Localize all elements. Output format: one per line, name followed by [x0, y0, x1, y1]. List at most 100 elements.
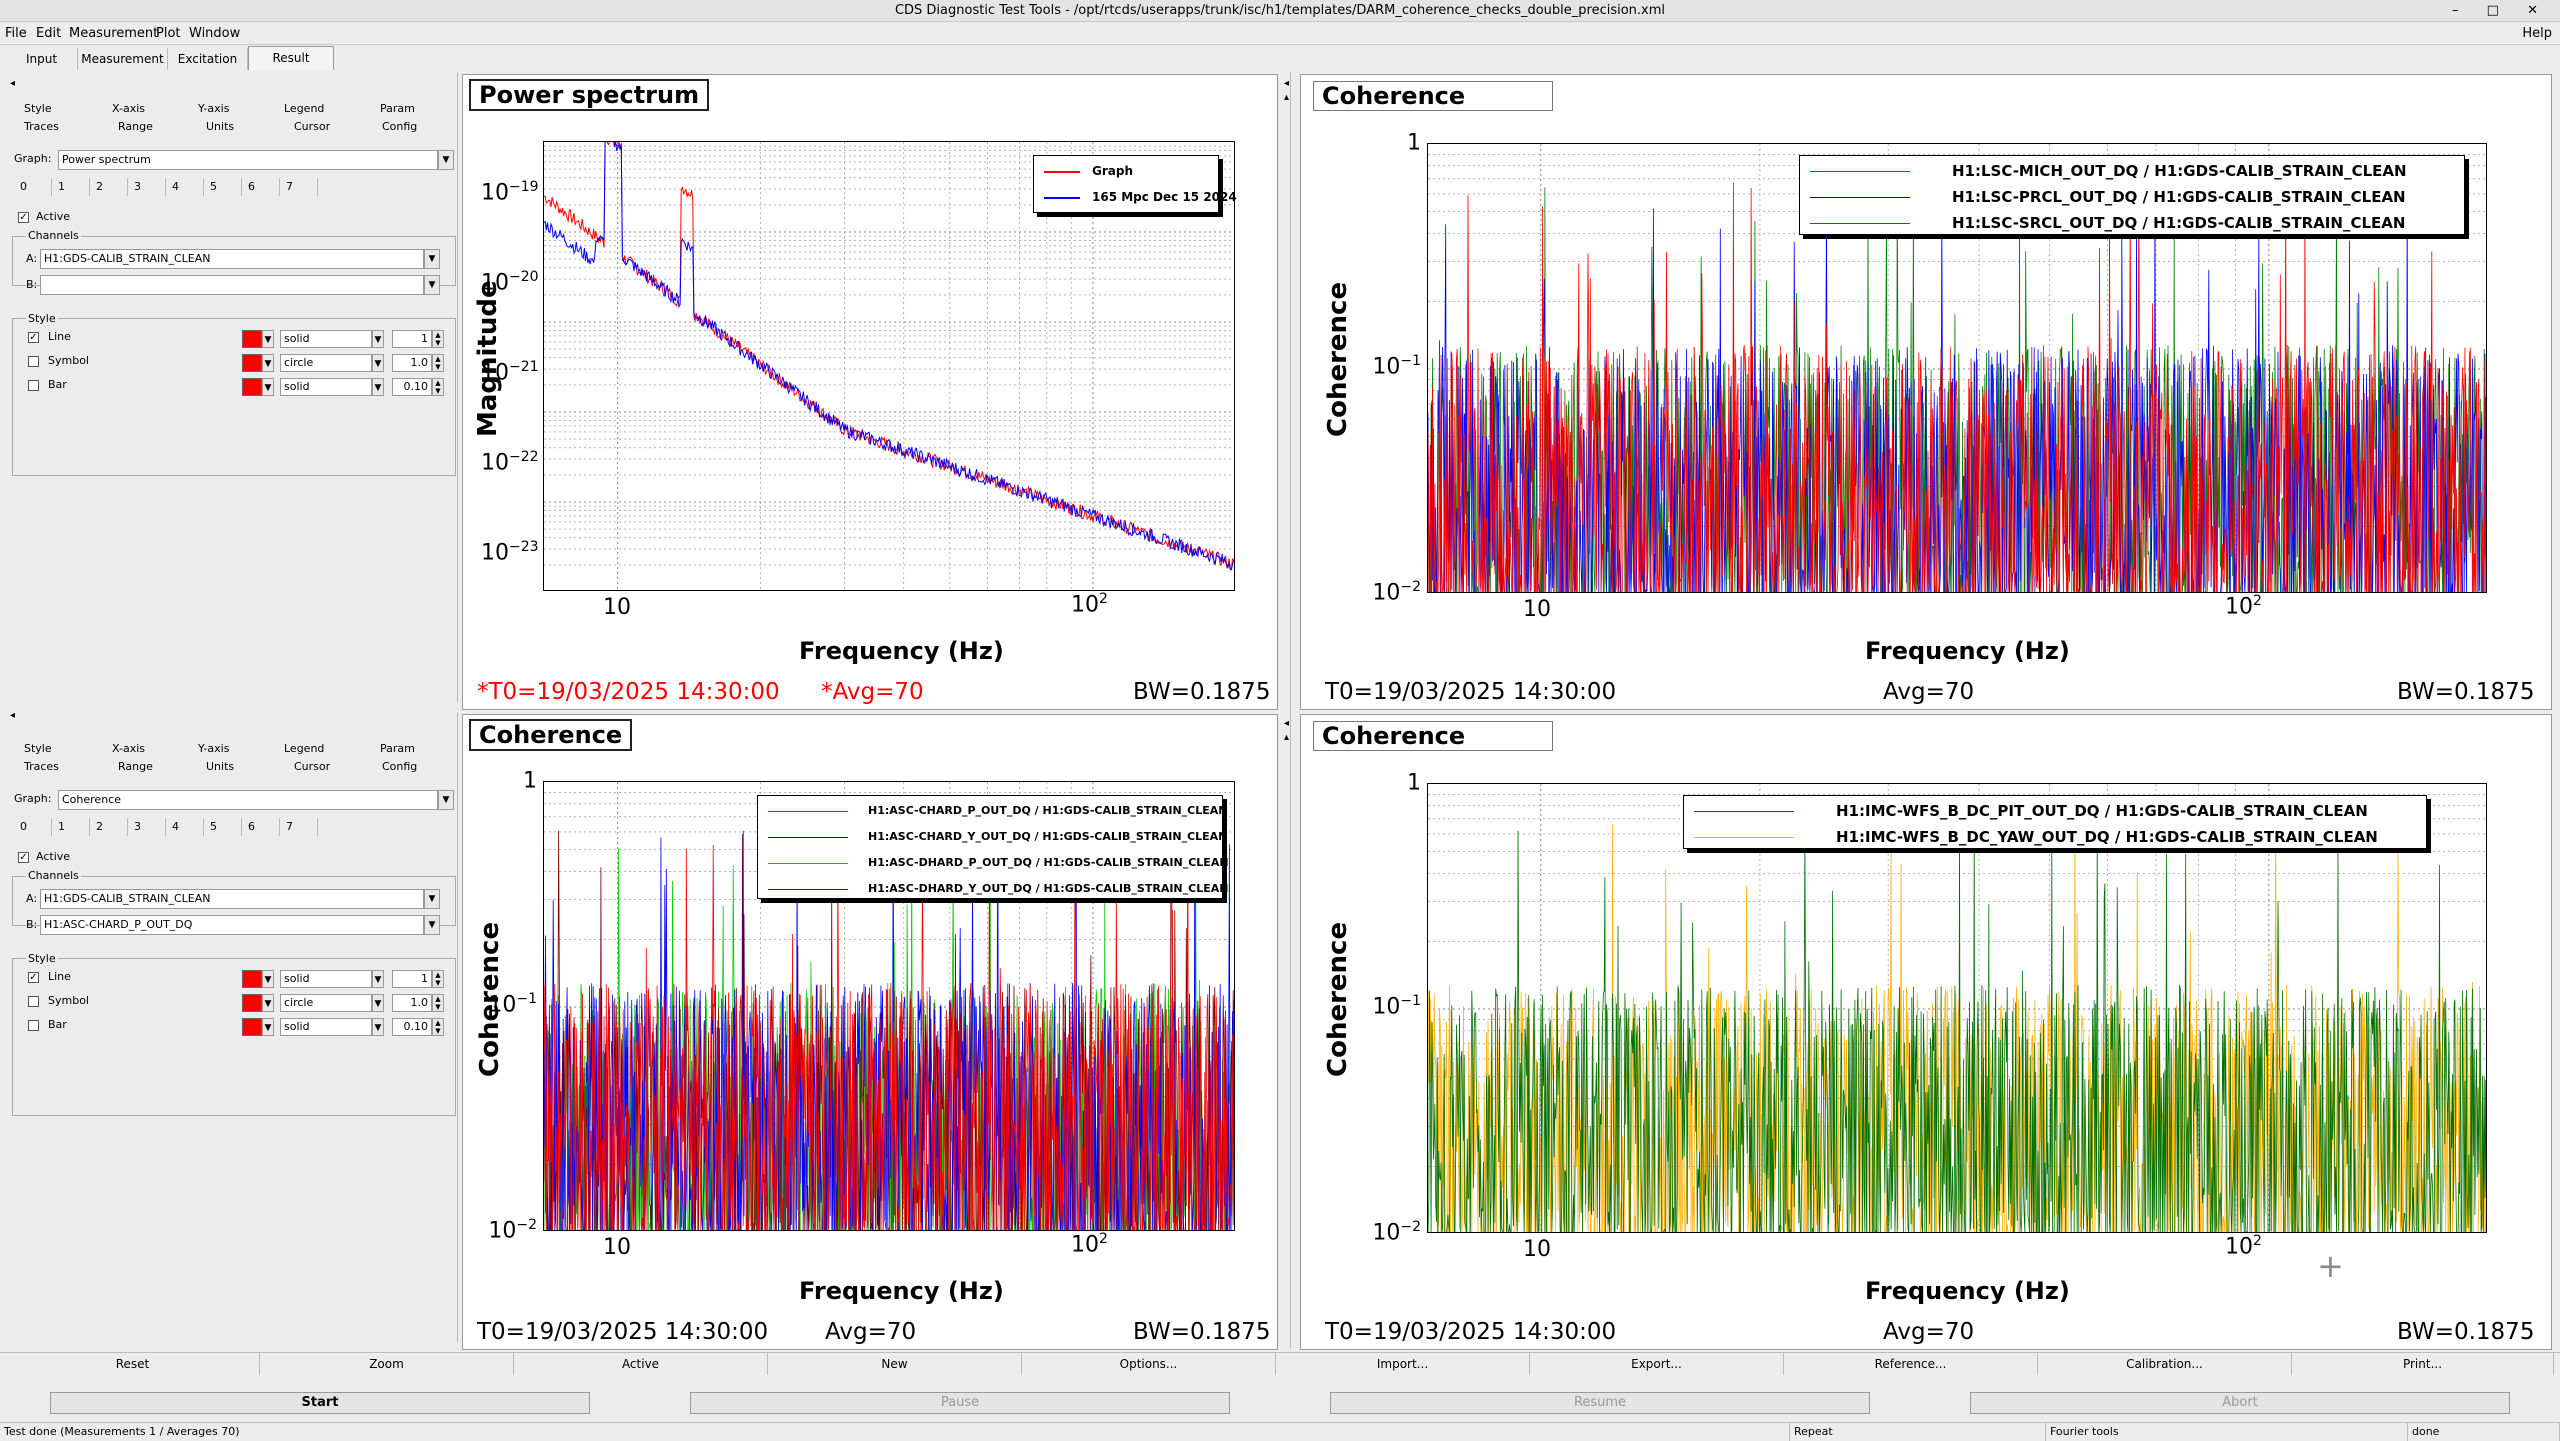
collapse-left-icon[interactable]: ◂	[1284, 78, 1290, 89]
menu-help[interactable]: Help	[2522, 26, 2552, 41]
tab-input[interactable]: Input	[6, 48, 78, 70]
chevron-down-icon[interactable]: ▼	[262, 330, 274, 348]
tab-x-axis[interactable]: X-axis	[112, 742, 145, 755]
menu-measurement[interactable]: Measurement	[69, 26, 159, 41]
bar-style-select[interactable]: solid	[280, 378, 372, 396]
print-button[interactable]: Print...	[2292, 1353, 2554, 1375]
channel-b-field[interactable]: H1:ASC-CHARD_P_OUT_DQ	[40, 915, 424, 935]
calibration-button[interactable]: Calibration...	[2038, 1353, 2292, 1375]
active-button[interactable]: Active	[514, 1353, 768, 1375]
coherence-pad-top-right[interactable]: Coherence 1 10−1 10−2 10 102 Frequency (…	[1300, 74, 2552, 710]
tab-traces[interactable]: Traces	[24, 760, 59, 773]
symbol-size-input[interactable]: 1.0	[392, 994, 432, 1012]
menu-file[interactable]: File	[5, 26, 27, 41]
legend-box[interactable]: Graph 165 Mpc Dec 15 2024	[1033, 155, 1237, 213]
bar-color-swatch[interactable]	[242, 1018, 262, 1036]
tab-param[interactable]: Param	[380, 102, 415, 115]
tab-legend[interactable]: Legend	[284, 742, 325, 755]
collapse-left-icon[interactable]: ◂	[10, 710, 16, 721]
tab-param[interactable]: Param	[380, 742, 415, 755]
line-checkbox[interactable]: ✓	[28, 972, 39, 983]
tab-measurement[interactable]: Measurement	[78, 48, 168, 70]
coherence-pad-bottom-left[interactable]: Coherence 1 10−1 10−2 10 102 Frequency (…	[462, 714, 1278, 1350]
plot-area[interactable]	[543, 141, 1235, 591]
tab-y-axis[interactable]: Y-axis	[198, 742, 230, 755]
symbol-color-swatch[interactable]	[242, 354, 262, 372]
symbol-style-select[interactable]: circle	[280, 994, 372, 1012]
chevron-down-icon[interactable]: ▼	[424, 249, 440, 269]
bar-checkbox[interactable]	[28, 380, 39, 391]
trace-tab-3[interactable]: 3	[130, 818, 166, 836]
tab-traces[interactable]: Traces	[24, 120, 59, 133]
options-button[interactable]: Options...	[1022, 1353, 1276, 1375]
trace-tab-4[interactable]: 4	[168, 818, 204, 836]
tab-x-axis[interactable]: X-axis	[112, 102, 145, 115]
tab-range[interactable]: Range	[118, 760, 153, 773]
collapse-up-icon[interactable]: ▴	[1284, 92, 1290, 103]
start-button[interactable]: Start	[50, 1392, 590, 1414]
tab-config[interactable]: Config	[382, 760, 418, 773]
chevron-down-icon[interactable]: ▼	[424, 275, 440, 295]
import-button[interactable]: Import...	[1276, 1353, 1530, 1375]
chevron-down-icon[interactable]: ▼	[262, 1018, 274, 1036]
trace-tab-1[interactable]: 1	[54, 818, 90, 836]
tab-excitation[interactable]: Excitation	[168, 48, 248, 70]
collapse-left-icon[interactable]: ◂	[1284, 718, 1290, 729]
channel-b-field[interactable]	[40, 275, 424, 295]
tab-range[interactable]: Range	[118, 120, 153, 133]
channel-a-field[interactable]: H1:GDS-CALIB_STRAIN_CLEAN	[40, 249, 424, 269]
tab-units[interactable]: Units	[206, 760, 235, 773]
menu-window[interactable]: Window	[189, 26, 241, 41]
spin-arrows-icon[interactable]: ▲ ▼	[432, 1018, 444, 1036]
chevron-down-icon[interactable]: ▼	[262, 378, 274, 396]
new-button[interactable]: New	[768, 1353, 1022, 1375]
spin-arrows-icon[interactable]: ▲ ▼	[432, 354, 444, 372]
tab-cursor[interactable]: Cursor	[294, 120, 331, 133]
chevron-down-icon[interactable]: ▼	[372, 1018, 384, 1036]
chevron-down-icon[interactable]: ▼	[372, 330, 384, 348]
symbol-size-input[interactable]: 1.0	[392, 354, 432, 372]
chevron-down-icon[interactable]: ▼	[424, 915, 440, 935]
tab-style[interactable]: Style	[24, 102, 52, 115]
trace-tab-0[interactable]: 0	[16, 178, 52, 196]
bar-width-input[interactable]: 0.10	[392, 378, 432, 396]
trace-tab-1[interactable]: 1	[54, 178, 90, 196]
trace-tab-5[interactable]: 5	[206, 178, 242, 196]
trace-tab-7[interactable]: 7	[282, 178, 318, 196]
trace-tab-5[interactable]: 5	[206, 818, 242, 836]
bar-color-swatch[interactable]	[242, 378, 262, 396]
line-width-input[interactable]: 1	[392, 330, 432, 348]
legend-box[interactable]: H1:LSC-MICH_OUT_DQ / H1:GDS-CALIB_STRAIN…	[1799, 155, 2465, 235]
trace-tab-3[interactable]: 3	[130, 178, 166, 196]
tab-result[interactable]: Result	[248, 46, 334, 70]
line-style-select[interactable]: solid	[280, 330, 372, 348]
tab-config[interactable]: Config	[382, 120, 418, 133]
symbol-color-swatch[interactable]	[242, 994, 262, 1012]
symbol-checkbox[interactable]	[28, 356, 39, 367]
symbol-checkbox[interactable]	[28, 996, 39, 1007]
tab-y-axis[interactable]: Y-axis	[198, 102, 230, 115]
spin-arrows-icon[interactable]: ▲ ▼	[432, 378, 444, 396]
pause-button[interactable]: Pause	[690, 1392, 1230, 1414]
reference-button[interactable]: Reference...	[1784, 1353, 2038, 1375]
trace-tab-4[interactable]: 4	[168, 178, 204, 196]
trace-tab-7[interactable]: 7	[282, 818, 318, 836]
chevron-down-icon[interactable]: ▼	[372, 970, 384, 988]
chevron-down-icon[interactable]: ▼	[372, 378, 384, 396]
zoom-button[interactable]: Zoom	[260, 1353, 514, 1375]
line-color-swatch[interactable]	[242, 330, 262, 348]
chevron-down-icon[interactable]: ▼	[372, 354, 384, 372]
collapse-left-icon[interactable]: ◂	[10, 78, 16, 89]
spin-arrows-icon[interactable]: ▲ ▼	[432, 330, 444, 348]
collapse-up-icon[interactable]: ▴	[1284, 732, 1290, 743]
tab-cursor[interactable]: Cursor	[294, 760, 331, 773]
chevron-down-icon[interactable]: ▼	[262, 994, 274, 1012]
symbol-style-select[interactable]: circle	[280, 354, 372, 372]
tab-legend[interactable]: Legend	[284, 102, 325, 115]
coherence-pad-bottom-right[interactable]: Coherence 1 10−1 10−2 10 102 Frequency (…	[1300, 714, 2552, 1350]
trace-tab-6[interactable]: 6	[244, 818, 280, 836]
trace-tab-2[interactable]: 2	[92, 818, 128, 836]
menu-edit[interactable]: Edit	[36, 26, 62, 41]
graph-select[interactable]: Power spectrum	[58, 150, 438, 170]
tab-style[interactable]: Style	[24, 742, 52, 755]
